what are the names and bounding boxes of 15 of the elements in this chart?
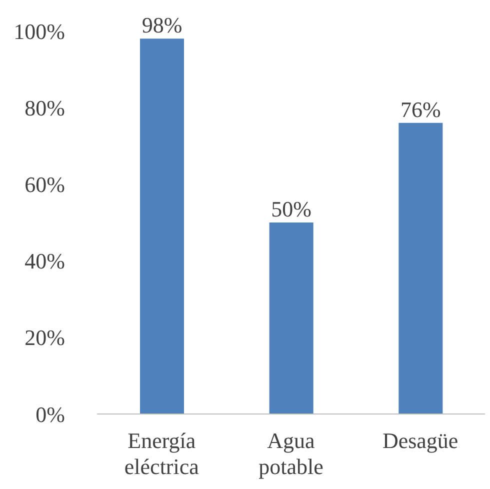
data-label: 98% xyxy=(142,12,182,38)
bar xyxy=(269,222,314,414)
bar xyxy=(398,122,443,414)
y-tick-label: 40% xyxy=(24,248,65,274)
x-tick-label: Agua potable xyxy=(258,428,324,479)
y-tick-label: 60% xyxy=(24,172,65,198)
bar xyxy=(140,38,184,414)
y-tick-label: 100% xyxy=(14,18,65,44)
x-tick-label: Energía eléctrica xyxy=(124,428,200,479)
y-tick-label: 80% xyxy=(24,95,65,120)
y-tick-label: 0% xyxy=(36,402,65,427)
data-label: 76% xyxy=(400,96,441,122)
data-label: 50% xyxy=(271,196,312,222)
y-tick-label: 20% xyxy=(24,325,65,350)
x-tick-label: Desagüe xyxy=(382,428,458,453)
